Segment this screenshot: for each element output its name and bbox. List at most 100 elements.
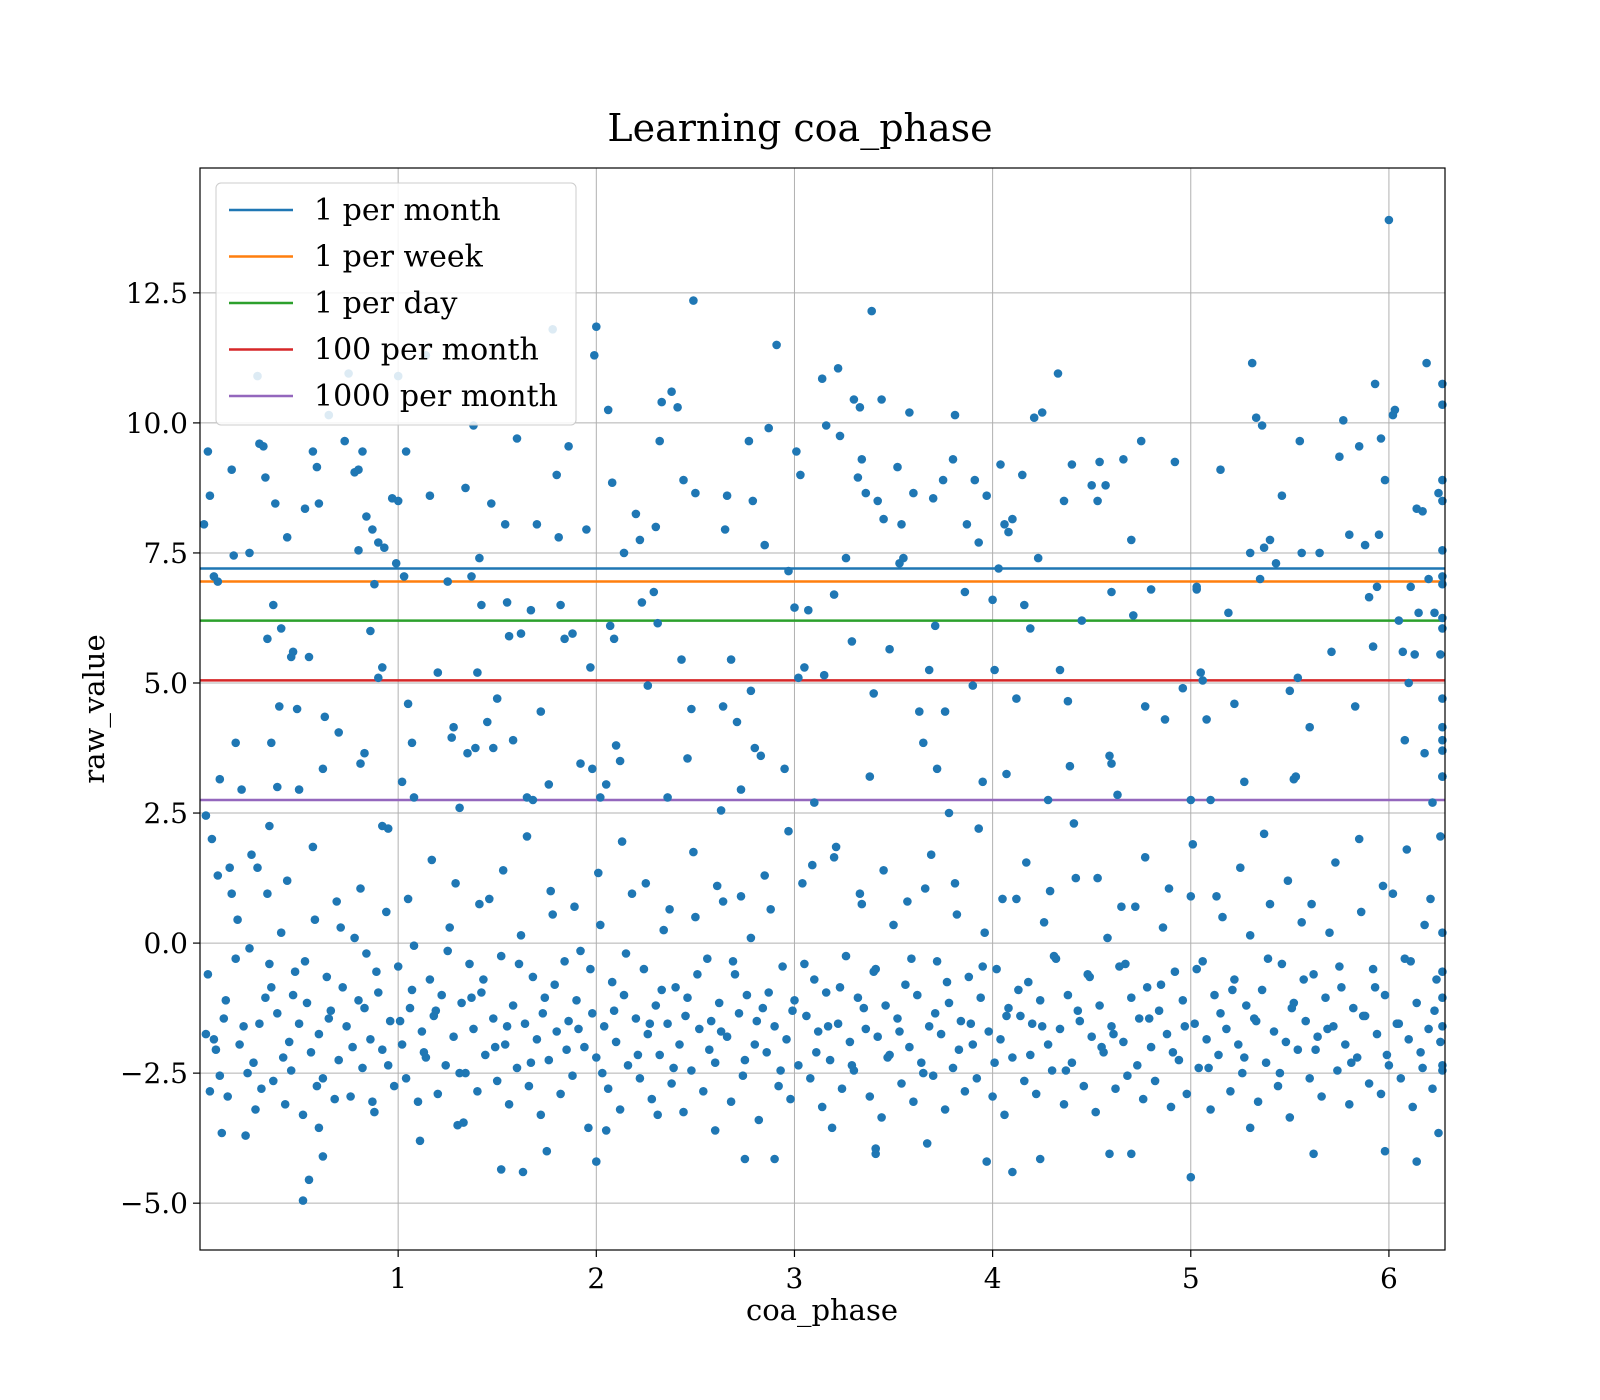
- data-point: [639, 964, 649, 974]
- data-point: [314, 1123, 324, 1133]
- data-point: [1123, 1071, 1132, 1080]
- data-point: [808, 860, 817, 870]
- data-point: [1016, 1011, 1025, 1021]
- data-point: [1327, 647, 1336, 657]
- data-point: [368, 525, 377, 534]
- data-point: [722, 491, 732, 501]
- data-point: [588, 764, 597, 774]
- data-point: [1027, 1019, 1037, 1028]
- data-point: [1144, 1014, 1154, 1023]
- data-point: [564, 1016, 573, 1026]
- data-point: [1129, 611, 1138, 620]
- data-point: [358, 447, 367, 456]
- data-point: [1271, 559, 1281, 568]
- data-point: [667, 387, 676, 397]
- data-point: [1107, 587, 1116, 597]
- data-point: [1430, 1006, 1439, 1015]
- data-point: [637, 598, 647, 607]
- data-point: [564, 442, 573, 451]
- data-point: [403, 894, 413, 904]
- data-point: [407, 738, 417, 748]
- data-point: [594, 868, 603, 878]
- data-point: [368, 1097, 377, 1106]
- data-point: [679, 475, 688, 485]
- data-point: [1350, 702, 1360, 711]
- data-point: [1067, 460, 1077, 469]
- data-point: [496, 951, 506, 961]
- x-tick-label: 6: [1380, 1262, 1398, 1295]
- data-point: [847, 637, 857, 646]
- data-point: [1063, 990, 1073, 1000]
- data-point: [970, 475, 980, 485]
- data-point: [1333, 1066, 1342, 1075]
- data-point: [572, 996, 581, 1005]
- data-point: [922, 1139, 932, 1148]
- data-point: [1097, 1042, 1106, 1052]
- data-point: [726, 655, 736, 664]
- data-point: [1360, 540, 1370, 550]
- data-point: [389, 1081, 399, 1091]
- data-point: [879, 514, 888, 524]
- data-point: [596, 793, 605, 802]
- data-point: [1170, 967, 1180, 976]
- data-point: [1257, 985, 1267, 995]
- y-tick-label: 10.0: [126, 407, 188, 440]
- data-point: [1073, 1006, 1083, 1015]
- data-point: [1402, 845, 1412, 854]
- data-point: [770, 1022, 779, 1031]
- data-point: [990, 1058, 999, 1067]
- data-point: [340, 436, 350, 446]
- data-point: [1382, 1050, 1392, 1060]
- data-point: [691, 912, 700, 922]
- data-point: [1398, 647, 1408, 657]
- y-tick-label: −5.0: [120, 1187, 188, 1220]
- data-point: [619, 548, 629, 558]
- data-point: [251, 1105, 260, 1114]
- data-point: [265, 821, 274, 831]
- data-point: [1198, 957, 1207, 966]
- data-point: [984, 1027, 993, 1036]
- data-point: [877, 1113, 886, 1122]
- data-point: [512, 1063, 522, 1073]
- data-point: [615, 1105, 625, 1114]
- data-point: [750, 1040, 760, 1049]
- data-point: [1101, 481, 1110, 490]
- data-point: [1091, 1107, 1100, 1117]
- data-point: [699, 1087, 708, 1096]
- data-point: [920, 884, 930, 893]
- data-point: [1323, 1024, 1332, 1034]
- data-point: [294, 1019, 304, 1028]
- data-point: [1434, 1128, 1443, 1138]
- data-point: [1265, 535, 1275, 545]
- data-point: [1182, 1089, 1192, 1099]
- data-point: [233, 915, 242, 924]
- data-point: [261, 473, 270, 482]
- data-point: [395, 1016, 405, 1026]
- data-point: [1192, 964, 1201, 974]
- data-point: [627, 889, 637, 898]
- data-point: [647, 1094, 657, 1104]
- data-point: [1420, 920, 1429, 930]
- data-point: [683, 754, 692, 763]
- data-point: [425, 491, 435, 501]
- data-point: [249, 1058, 258, 1067]
- data-point: [269, 1076, 278, 1086]
- data-point: [641, 879, 651, 888]
- data-point: [635, 1074, 645, 1083]
- data-point: [651, 1001, 661, 1010]
- data-point: [1394, 1019, 1404, 1028]
- data-point: [1269, 1027, 1279, 1036]
- data-point: [273, 1009, 282, 1018]
- data-point: [298, 1110, 308, 1120]
- data-point: [399, 572, 409, 581]
- data-point: [1388, 889, 1398, 898]
- x-axis-ticks: 1 2 3 4 5 6: [389, 1250, 1398, 1295]
- data-point: [467, 572, 476, 581]
- data-point: [871, 964, 880, 974]
- data-point: [1087, 1032, 1096, 1041]
- data-point: [1127, 1149, 1136, 1159]
- data-point: [1026, 624, 1035, 633]
- data-point: [1033, 553, 1043, 563]
- data-point: [1236, 863, 1245, 872]
- data-point: [1422, 358, 1431, 368]
